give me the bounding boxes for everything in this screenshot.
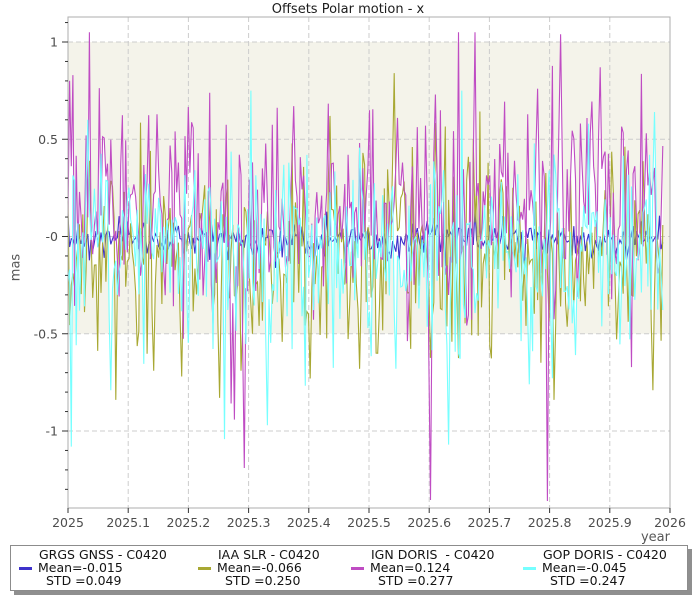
x-tick-label: 2025.9: [588, 515, 632, 530]
legend-mean-value: Mean=-0.066: [217, 560, 302, 575]
legend-mean-value: Mean=-0.045: [542, 560, 627, 575]
x-tick-label: 2025.1: [106, 515, 150, 530]
x-tick-label: 2025.3: [227, 515, 271, 530]
series-line-gop-doris-c0420: [67, 90, 664, 447]
x-tick-label: 2025.2: [167, 515, 211, 530]
legend-series-name: IAA SLR - C0420: [218, 547, 320, 562]
y-tick-label: -0.5: [34, 326, 58, 341]
x-axis-label: year: [640, 530, 670, 545]
x-tick-label: 2025.7: [468, 515, 512, 530]
legend-line-marker: [19, 567, 32, 570]
legend-line-marker: [351, 567, 364, 570]
y-tick-label: -0: [46, 229, 59, 244]
x-tick-label: 2025: [52, 515, 84, 530]
x-tick-label: 2025.8: [528, 515, 572, 530]
y-tick-label: -1: [46, 424, 58, 439]
legend-series-name: GRGS GNSS - C0420: [39, 547, 167, 562]
x-tick-label: 2025.4: [287, 515, 331, 530]
legend-std-value: STD =0.247: [550, 573, 626, 588]
legend-line-marker: [198, 567, 211, 570]
legend-std-value: STD =0.250: [225, 573, 301, 588]
x-tick-label: 2025.6: [407, 515, 451, 530]
y-axis-label: mas: [8, 253, 24, 282]
legend-box: GRGS GNSS - C0420 Mean=-0.015 STD =0.049 IA…: [10, 545, 688, 591]
legend-std-value: STD =0.049: [46, 573, 122, 588]
x-tick-label: 2026: [654, 515, 686, 530]
y-tick-label: 1: [50, 35, 58, 50]
legend-line-marker: [523, 567, 536, 570]
legend-mean-value: Mean=0.124: [370, 560, 451, 575]
legend-series-name: GOP DORIS - C0420: [543, 547, 667, 562]
chart-title: Offsets Polar motion - x: [271, 2, 425, 17]
legend-std-value: STD =0.277: [378, 573, 454, 588]
legend-mean-value: Mean=-0.015: [38, 560, 123, 575]
y-tick-label: 0.5: [38, 132, 58, 147]
legend-series-name: IGN DORIS - C0420: [371, 547, 495, 562]
x-tick-label: 2025.5: [347, 515, 391, 530]
